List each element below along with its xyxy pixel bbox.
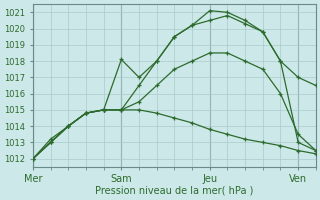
X-axis label: Pression niveau de la mer( hPa ): Pression niveau de la mer( hPa )	[95, 186, 253, 196]
